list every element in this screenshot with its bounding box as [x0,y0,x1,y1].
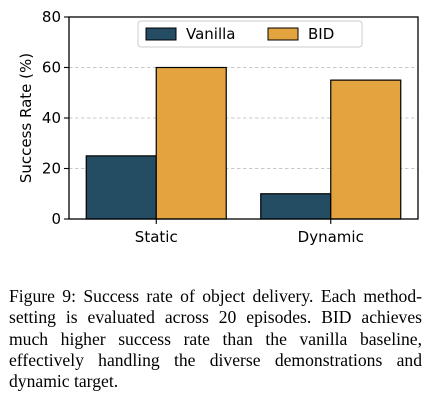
y-tick-label: 0 [51,210,61,228]
y-axis: 0 20 40 60 80 [42,8,69,228]
bar [85,155,157,220]
legend: Vanilla BID [137,20,363,48]
bar [155,66,227,220]
bar [330,79,402,220]
x-tick-label: Dynamic [298,228,364,246]
legend-label: Vanilla [186,25,236,43]
y-tick-label: 80 [42,8,61,26]
figure-caption: Figure 9: Success rate of object deliver… [9,286,422,392]
y-axis-label: Success Rate (%) [17,53,35,183]
bars [85,66,402,220]
legend-swatch [267,27,299,41]
legend-swatch [145,27,177,41]
x-tick-label: Static [135,228,178,246]
y-tick-label: 20 [42,160,61,178]
x-axis: Static Dynamic [135,219,364,246]
bar [260,193,332,220]
y-tick-label: 60 [42,59,61,77]
y-tick-label: 40 [42,109,61,127]
legend-frame [137,20,363,48]
legend-label: BID [308,25,334,43]
success-rate-bar-chart: 0 20 40 60 80 Static Dynamic Success Rate (%)… [17,8,419,246]
